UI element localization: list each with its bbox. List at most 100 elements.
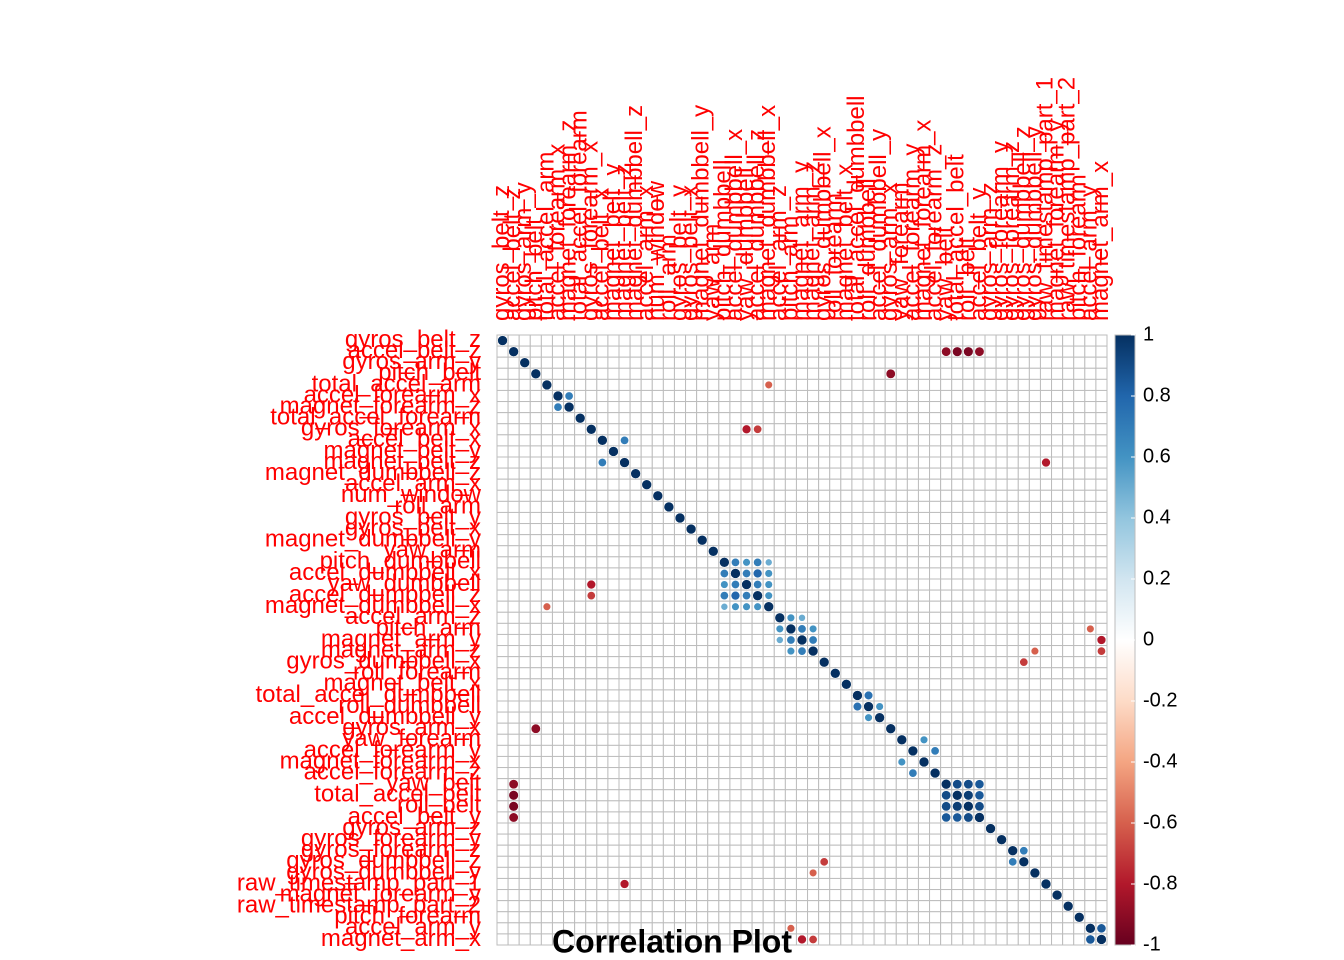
grid-cell — [784, 889, 797, 902]
grid-cell — [507, 656, 520, 669]
grid-cell — [940, 567, 953, 580]
grid-cell — [729, 755, 742, 769]
grid-cell — [629, 334, 642, 347]
grid-cell — [1028, 356, 1041, 369]
grid-cell — [651, 622, 664, 635]
corr-dot — [696, 534, 708, 546]
grid-cell — [762, 356, 775, 369]
grid-cell — [795, 844, 809, 857]
grid-cell — [596, 578, 609, 591]
grid-cell — [696, 889, 709, 902]
grid-cell — [651, 811, 664, 824]
grid-cell — [574, 478, 587, 491]
grid-cell — [551, 755, 565, 769]
grid-cell — [529, 744, 542, 757]
grid-cell — [696, 733, 709, 746]
grid-cell — [840, 778, 853, 791]
grid-cell — [995, 356, 1008, 369]
grid-cell — [762, 911, 775, 924]
grid-cell — [696, 645, 709, 658]
grid-cell — [818, 689, 831, 702]
grid-cell — [818, 434, 831, 447]
grid-cell — [929, 378, 942, 391]
grid-cell — [995, 744, 1008, 757]
grid-cell — [962, 489, 975, 502]
grid-cell — [685, 611, 698, 624]
grid-cell — [829, 866, 842, 879]
grid-cell — [862, 755, 875, 769]
corr-dot — [564, 391, 574, 401]
grid-cell — [1039, 378, 1053, 391]
grid-cell — [1073, 401, 1086, 414]
grid-cell — [696, 523, 709, 536]
grid-cell — [951, 667, 964, 680]
grid-cell — [696, 378, 709, 391]
grid-cell — [540, 633, 553, 647]
grid-cell — [940, 456, 953, 469]
grid-cell — [1073, 345, 1086, 358]
grid-cell — [873, 356, 886, 369]
grid-cell — [1084, 600, 1097, 613]
grid-cell — [540, 722, 553, 735]
grid-cell — [1073, 922, 1086, 935]
grid-cell — [795, 744, 809, 757]
grid-cell — [984, 833, 997, 846]
grid-cell — [940, 645, 953, 658]
grid-cell — [1051, 900, 1064, 913]
grid-cell — [507, 911, 520, 924]
grid-cell — [718, 423, 731, 436]
grid-cell — [795, 678, 809, 691]
grid-cell — [685, 866, 698, 879]
corr-dot — [497, 335, 508, 346]
grid-cell — [729, 656, 742, 669]
grid-cell — [929, 511, 942, 525]
grid-cell — [1084, 722, 1097, 735]
grid-cell — [496, 412, 509, 425]
grid-cell — [685, 345, 698, 358]
grid-cell — [807, 800, 820, 813]
grid-cell — [984, 589, 997, 602]
grid-cell — [1095, 511, 1108, 525]
grid-cell — [640, 345, 653, 358]
grid-cell — [729, 478, 742, 491]
grid-cell — [773, 678, 786, 691]
grid-cell — [762, 367, 775, 380]
grid-cell — [929, 800, 942, 813]
grid-cell — [729, 711, 742, 724]
grid-cell — [529, 423, 542, 436]
grid-cell — [1073, 755, 1086, 769]
grid-cell — [951, 600, 964, 613]
grid-cell — [962, 645, 975, 658]
grid-cell — [751, 523, 764, 536]
grid-cell — [840, 511, 853, 525]
grid-cell — [751, 445, 764, 458]
grid-cell — [862, 511, 875, 525]
grid-cell — [1062, 933, 1075, 946]
grid-cell — [518, 412, 531, 425]
grid-cell — [740, 733, 753, 746]
grid-cell — [585, 889, 598, 902]
grid-cell — [563, 744, 576, 757]
grid-cell — [540, 489, 553, 502]
grid-cell — [596, 567, 609, 580]
grid-cell — [940, 356, 953, 369]
grid-cell — [962, 700, 975, 713]
grid-cell — [629, 889, 642, 902]
grid-cell — [973, 489, 986, 502]
grid-cell — [1039, 545, 1053, 558]
grid-cell — [940, 733, 953, 746]
grid-cell — [1017, 711, 1030, 724]
grid-cell — [895, 744, 908, 757]
grid-cell — [995, 678, 1008, 691]
grid-cell — [618, 645, 631, 658]
grid-cell — [1017, 933, 1030, 946]
grid-cell — [585, 844, 598, 857]
grid-cell — [962, 689, 975, 702]
grid-cell — [1084, 667, 1097, 680]
grid-cell — [906, 456, 919, 469]
grid-cell — [507, 434, 520, 447]
grid-cell — [707, 534, 720, 547]
grid-cell — [596, 523, 609, 536]
grid-cell — [829, 889, 842, 902]
grid-cell — [707, 800, 720, 813]
